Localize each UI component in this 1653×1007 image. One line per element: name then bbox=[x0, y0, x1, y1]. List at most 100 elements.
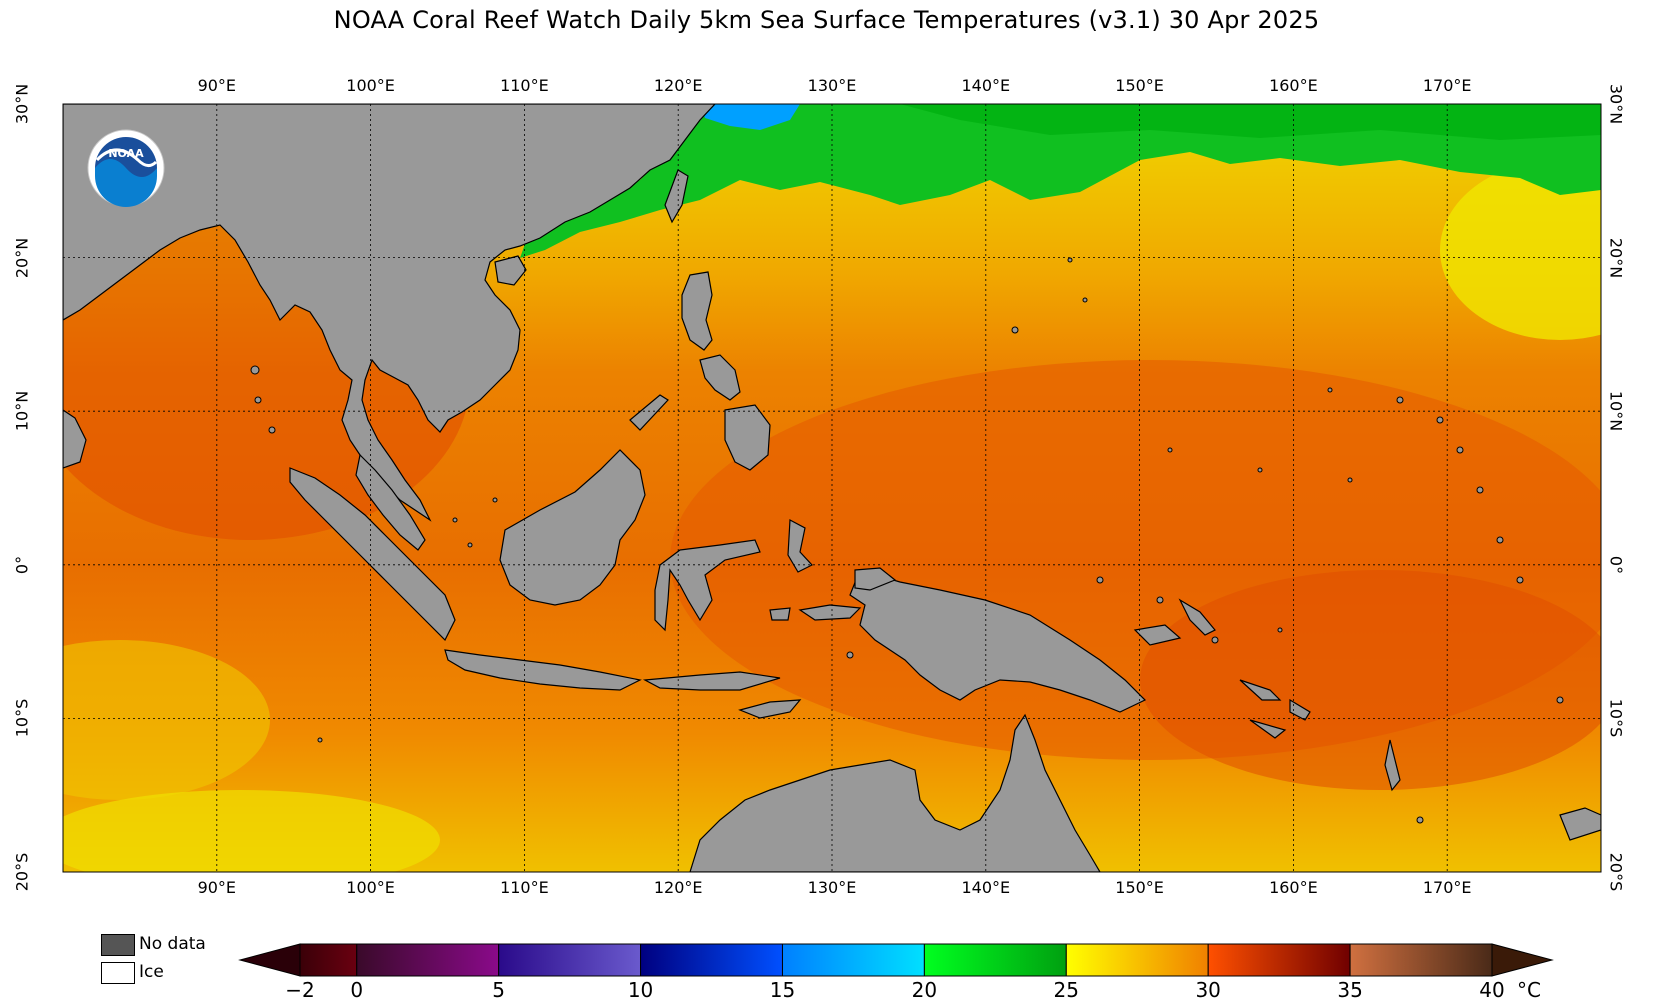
land-solomons-1 bbox=[1239, 679, 1282, 701]
noaa-logo-text: NOAA bbox=[108, 147, 144, 160]
lat-label-left: 0° bbox=[12, 555, 32, 574]
colorbar-segment bbox=[923, 943, 1067, 977]
colorbar-tick-label: 40 bbox=[1479, 978, 1505, 1002]
land-seram bbox=[798, 604, 862, 621]
graticule bbox=[63, 104, 1601, 872]
land-mindanao bbox=[724, 404, 771, 471]
colorbar-unit: °C bbox=[1517, 978, 1541, 1002]
map-title: NOAA Coral Reef Watch Daily 5km Sea Surf… bbox=[333, 6, 1320, 34]
land-new-ireland bbox=[1178, 598, 1216, 636]
no-data-label: No data bbox=[139, 934, 206, 954]
land-timor bbox=[738, 699, 802, 719]
lon-label-top: 160°E bbox=[1269, 76, 1318, 95]
colorbar-tick-label: 25 bbox=[1053, 978, 1080, 1002]
cool-patch-indian-ocean bbox=[63, 640, 270, 800]
colorbar-segment bbox=[640, 943, 783, 977]
land-solomons-2 bbox=[1289, 698, 1311, 721]
map-plot-area bbox=[63, 104, 1601, 872]
colorbar-tick-label: 30 bbox=[1195, 978, 1221, 1002]
cool-band-blue bbox=[700, 104, 800, 130]
lon-label-top: 100°E bbox=[346, 76, 395, 95]
no-data-swatch bbox=[101, 934, 135, 956]
lat-label-right: 20°N bbox=[1606, 237, 1626, 278]
lon-label-bot: 140°E bbox=[961, 878, 1011, 897]
land-buru bbox=[769, 607, 791, 621]
lat-label-right: 20°S bbox=[1606, 852, 1626, 892]
land-borneo bbox=[499, 449, 646, 606]
colorbar-segment bbox=[781, 943, 925, 977]
land-australia bbox=[689, 713, 1101, 872]
lat-label-left: 30°N bbox=[12, 83, 32, 125]
colorbar-tick-label: −2 bbox=[285, 978, 315, 1002]
lon-label-top: 110°E bbox=[500, 76, 549, 95]
colorbar-tick-label: 0 bbox=[350, 978, 364, 1002]
lat-label-right: 0° bbox=[1606, 555, 1626, 574]
lat-label-left: 20°S bbox=[12, 852, 32, 892]
lat-label-left: 10°N bbox=[12, 391, 32, 432]
lon-label-top: 120°E bbox=[653, 76, 703, 95]
colorbar-low-extension bbox=[238, 943, 301, 977]
lon-label-bot: 160°E bbox=[1269, 878, 1318, 897]
colorbar bbox=[238, 943, 1554, 977]
cool-band-north bbox=[520, 104, 1601, 258]
colorbar-high-extension bbox=[1491, 943, 1554, 977]
ice-label: Ice bbox=[139, 962, 164, 982]
land-luzon bbox=[681, 271, 713, 351]
lon-label-bot: 130°E bbox=[807, 878, 857, 897]
land-halmahera bbox=[787, 519, 813, 573]
lat-label-left: 20°N bbox=[12, 237, 32, 278]
lon-label-top: 90°E bbox=[197, 76, 237, 95]
land-new-britain bbox=[1133, 624, 1182, 646]
land-bird-head bbox=[854, 567, 897, 591]
land-sumatra bbox=[289, 467, 456, 642]
lat-label-left: 10°S bbox=[12, 699, 32, 738]
colorbar-tick-label: 15 bbox=[769, 978, 796, 1002]
land-asia bbox=[63, 104, 716, 522]
cool-band-dark-green bbox=[900, 104, 1601, 140]
colorbar-segment bbox=[1065, 943, 1209, 977]
lon-label-top: 150°E bbox=[1115, 76, 1164, 95]
lat-label-right: 10°S bbox=[1606, 699, 1626, 738]
colorbar-tick-label: 10 bbox=[627, 978, 654, 1002]
lon-label-top: 140°E bbox=[961, 76, 1011, 95]
land-taiwan bbox=[664, 169, 689, 224]
colorbar-segment bbox=[1207, 943, 1351, 977]
cool-patch-south-indian bbox=[63, 790, 440, 872]
land-malay-peninsula bbox=[355, 453, 426, 551]
lon-label-bot: 90°E bbox=[197, 878, 237, 897]
colorbar-tick-label: 5 bbox=[492, 978, 506, 1002]
colorbar-tick-label: 35 bbox=[1337, 978, 1363, 1002]
colorbar-segment bbox=[498, 943, 642, 977]
land-visayas bbox=[699, 354, 741, 401]
land-hainan bbox=[494, 255, 527, 286]
land-lesser-sunda bbox=[642, 671, 781, 691]
lon-label-bot: 120°E bbox=[653, 878, 703, 897]
landmasses bbox=[63, 104, 1601, 872]
colorbar-segment bbox=[356, 943, 500, 977]
colorbar-segment bbox=[1349, 943, 1493, 977]
land-java bbox=[444, 649, 642, 691]
cool-patch-north-pacific bbox=[1440, 160, 1601, 340]
lon-label-top: 170°E bbox=[1422, 76, 1472, 95]
land-vanuatu bbox=[1384, 739, 1401, 792]
land-palawan bbox=[629, 394, 669, 431]
ice-swatch bbox=[101, 962, 135, 984]
lon-label-bot: 100°E bbox=[346, 878, 395, 897]
lon-label-bot: 170°E bbox=[1422, 878, 1472, 897]
lat-label-right: 30°N bbox=[1606, 83, 1626, 125]
land-solomons-3 bbox=[1249, 719, 1287, 739]
noaa-logo: NOAA bbox=[87, 129, 165, 207]
warm-pool-coral-sea bbox=[1140, 570, 1601, 790]
lon-label-bot: 110°E bbox=[500, 878, 549, 897]
land-new-guinea bbox=[849, 569, 1147, 713]
colorbar-segment bbox=[299, 943, 358, 977]
lon-label-top: 130°E bbox=[807, 76, 857, 95]
land-new-caledonia bbox=[1559, 807, 1601, 841]
map-frame bbox=[62, 103, 1602, 873]
small-islands bbox=[250, 257, 1564, 824]
land-sri-lanka bbox=[63, 409, 87, 469]
lat-label-right: 10°N bbox=[1606, 391, 1626, 432]
land-sulawesi bbox=[654, 539, 761, 632]
colorbar-tick-label: 20 bbox=[911, 978, 938, 1002]
